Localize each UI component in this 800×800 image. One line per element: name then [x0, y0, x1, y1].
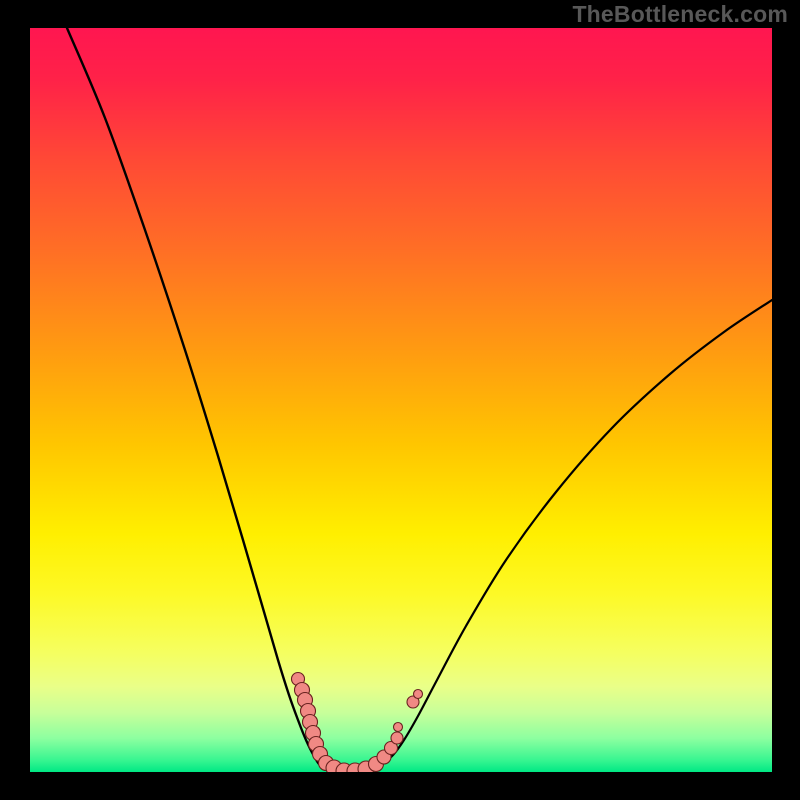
chart-root: TheBottleneck.com: [0, 0, 800, 800]
marker-point: [391, 732, 403, 744]
plot-area: [30, 28, 772, 772]
marker-point: [414, 690, 423, 699]
curve-left: [67, 28, 349, 772]
marker-point: [394, 723, 403, 732]
curve-layer: [30, 28, 772, 772]
marker-group: [292, 673, 423, 773]
watermark-label: TheBottleneck.com: [572, 1, 788, 28]
